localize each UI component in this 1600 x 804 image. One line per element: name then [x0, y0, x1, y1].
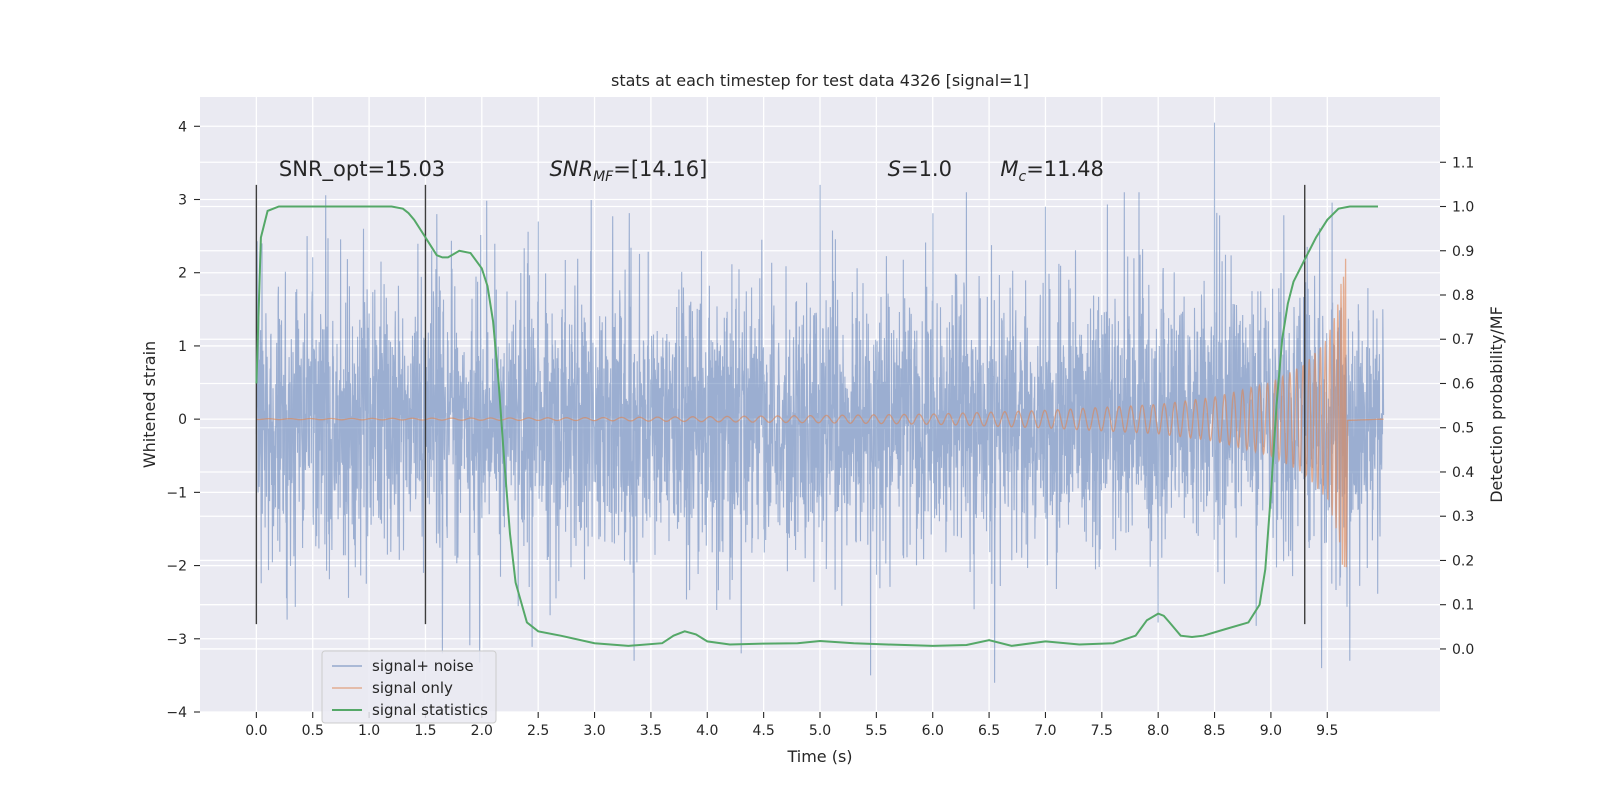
- chart-title: stats at each timestep for test data 432…: [611, 71, 1029, 90]
- x-tick-label: 1.0: [358, 723, 380, 739]
- x-tick-label: 5.5: [865, 723, 887, 739]
- y2-tick-label: 0.0: [1452, 642, 1474, 658]
- y-tick-label: 2: [178, 266, 187, 282]
- legend-entry: signal statistics: [372, 701, 488, 719]
- y2-tick-label: 0.5: [1452, 421, 1474, 437]
- x-tick-label: 9.0: [1260, 723, 1282, 739]
- y2-tick-label: 0.8: [1452, 288, 1474, 304]
- x-tick-label: 2.5: [527, 723, 549, 739]
- y2-tick-label: 0.6: [1452, 376, 1474, 392]
- y2-tick-label: 0.7: [1452, 332, 1474, 348]
- x-tick-label: 7.5: [1091, 723, 1113, 739]
- y2-axis-label: Detection probability/MF: [1487, 306, 1506, 503]
- y2-tick-label: 0.4: [1452, 465, 1474, 481]
- signal-statistics-line: [255, 205, 1378, 647]
- y-tick-label: −1: [166, 485, 187, 501]
- y2-tick-label: 1.1: [1452, 155, 1474, 171]
- legend-entry: signal+ noise: [372, 657, 474, 675]
- series-signal-only: [256, 258, 1384, 568]
- legend-box: [321, 650, 497, 724]
- y-tick-label: −3: [166, 632, 187, 648]
- series-signal-statistics: [255, 205, 1378, 647]
- y2-tick-label: 0.1: [1452, 598, 1474, 614]
- y2-tick-label: 0.2: [1452, 553, 1474, 569]
- x-tick-label: 3.0: [583, 723, 605, 739]
- x-axis-label: Time (s): [786, 747, 852, 766]
- annotation: SNRMF=[14.16]: [549, 157, 707, 185]
- y2-tick-label: 0.9: [1452, 244, 1474, 260]
- series-signal-noise: [255, 122, 1385, 683]
- signal-only-trace: [256, 258, 1384, 568]
- x-tick-label: 4.0: [696, 723, 718, 739]
- annotation-part: S: [888, 157, 901, 181]
- signal-noise-trace: [255, 122, 1385, 683]
- x-tick-label: 5.0: [809, 723, 831, 739]
- y2-tick-label: 0.3: [1452, 509, 1474, 525]
- x-tick-label: 9.5: [1316, 723, 1338, 739]
- y-tick-label: 3: [178, 193, 187, 209]
- y-tick-label: 4: [178, 119, 187, 135]
- x-tick-label: 2.0: [471, 723, 493, 739]
- y-tick-label: 1: [178, 339, 187, 355]
- legend-entry: signal only: [372, 679, 453, 697]
- annotation: Mc=11.48: [1000, 157, 1104, 185]
- annotations: SNR_opt=15.03 SNRMF=[14.16] S=1.0 Mc=11.48: [279, 157, 1104, 185]
- y2-tick-label: 1.0: [1452, 200, 1474, 216]
- x-tick-label: 6.5: [978, 723, 1000, 739]
- legend: signal+ noise signal only signal statistic…: [321, 650, 497, 724]
- x-tick-label: 0.0: [245, 723, 267, 739]
- annotation-part: c: [1018, 169, 1026, 185]
- annotation-part: =11.48: [1026, 157, 1104, 181]
- y-axis-label: Whitened strain: [140, 341, 159, 468]
- annotation-part: SNR: [549, 157, 593, 181]
- x-tick-label: 1.5: [414, 723, 436, 739]
- x-tick-label: 3.5: [640, 723, 662, 739]
- x-tick-label: 4.5: [753, 723, 775, 739]
- annotation-part: =1.0: [901, 157, 952, 181]
- annotation-part: =[14.16]: [613, 157, 707, 181]
- x-tick-label: 7.0: [1034, 723, 1056, 739]
- y-tick-label: −2: [166, 559, 187, 575]
- x-tick-label: 8.0: [1147, 723, 1169, 739]
- y-tick-label: 0: [178, 412, 187, 428]
- annotation-part: SNR_opt=15.03: [279, 157, 445, 182]
- x-tick-label: 0.5: [302, 723, 324, 739]
- axes: 0.0 0.5 1.0 1.5 2.0 2.5 3.0 3.5 4.0 4.5 5.0 5.5 6.0 6…: [166, 119, 1474, 739]
- annotation: S=1.0: [888, 157, 952, 181]
- y-tick-label: −4: [166, 705, 187, 721]
- annotation: SNR_opt=15.03: [279, 157, 445, 182]
- x-tick-label: 6.0: [922, 723, 944, 739]
- annotation-part: M: [1000, 157, 1018, 181]
- x-tick-label: 8.5: [1203, 723, 1225, 739]
- annotation-part: MF: [593, 169, 614, 185]
